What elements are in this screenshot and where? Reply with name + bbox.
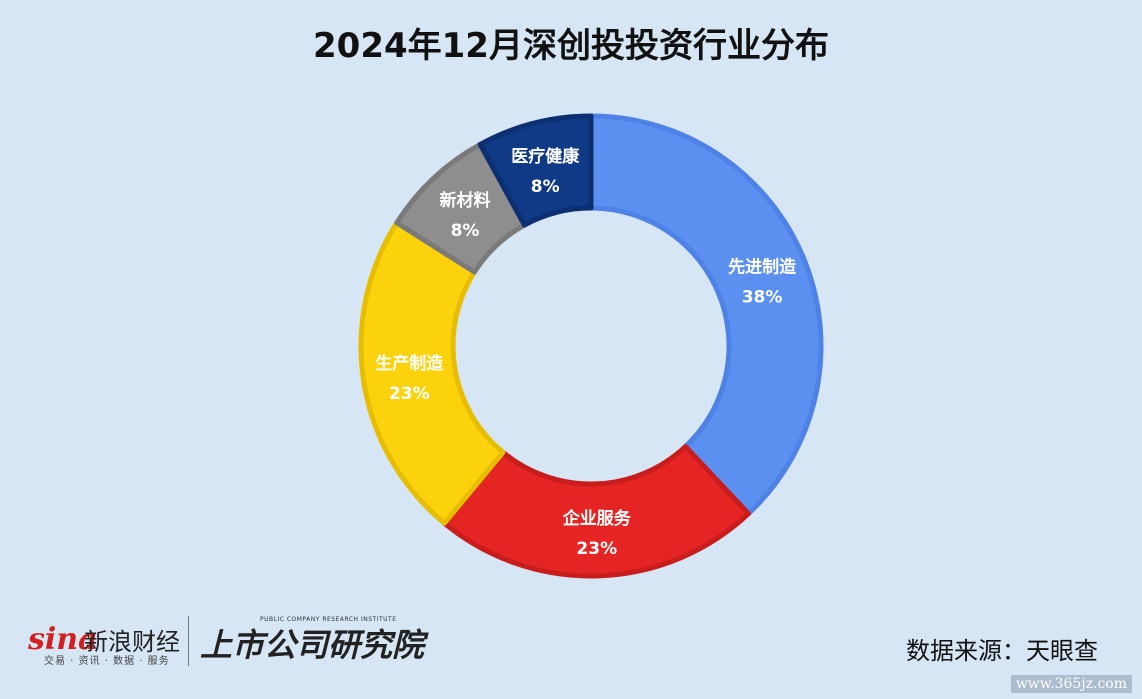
footer-divider xyxy=(188,616,189,666)
slice-0 xyxy=(588,113,824,517)
slice-category-label: 新材料 xyxy=(440,190,491,211)
institute-name: 上市公司研究院 xyxy=(200,626,425,664)
slice-category-label: 生产制造 xyxy=(375,353,444,374)
sina-name: 新浪财经 xyxy=(84,628,180,656)
footer-branding: sina 新浪财经 交易 · 资讯 · 数据 · 服务 PUBLIC COMPA… xyxy=(28,612,428,672)
slice-2 xyxy=(358,220,506,526)
slice-1 xyxy=(441,444,751,579)
slice-value-label: 23% xyxy=(389,384,430,404)
data-source: 数据来源：天眼查 xyxy=(906,637,1098,665)
slice-value-label: 23% xyxy=(576,539,617,559)
slice-value-label: 8% xyxy=(451,221,480,241)
watermark: www.365jz.com xyxy=(1010,675,1132,693)
sina-tagline: 交易 · 资讯 · 数据 · 服务 xyxy=(44,656,170,667)
donut-slices xyxy=(358,113,824,579)
slice-value-label: 8% xyxy=(531,177,560,197)
slice-4 xyxy=(477,113,594,228)
slice-category-label: 先进制造 xyxy=(728,256,797,277)
slice-category-label: 企业服务 xyxy=(562,508,632,529)
slice-category-label: 医疗健康 xyxy=(511,146,580,167)
donut-labels: 先进制造 38% 企业服务 23% 生产制造 23% 新材料 8% 医疗健康 8% xyxy=(375,146,797,559)
chart-title: 2024年12月深创投投资行业分布 xyxy=(313,26,829,66)
sina-logo: sina xyxy=(28,622,98,657)
slice-value-label: 38% xyxy=(742,287,783,307)
institute-en: PUBLIC COMPANY RESEARCH INSTITUTE xyxy=(260,616,397,623)
